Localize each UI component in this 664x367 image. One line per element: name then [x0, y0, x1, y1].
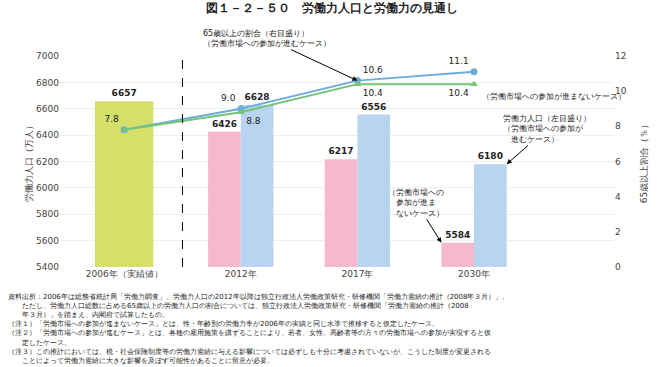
- svg-text:12: 12: [615, 51, 626, 61]
- svg-text:6000: 6000: [36, 183, 59, 193]
- svg-text:7.8: 7.8: [104, 114, 119, 124]
- svg-text:6628: 6628: [245, 92, 270, 102]
- svg-text:10.6: 10.6: [363, 65, 383, 75]
- svg-text:5584: 5584: [445, 230, 470, 240]
- svg-text:10.4: 10.4: [449, 88, 469, 98]
- svg-text:図１－２－５０ 労働力人口と労働力の見通し: 図１－２－５０ 労働力人口と労働力の見通し: [206, 1, 458, 15]
- svg-text:労働力人口（万人）: 労働力人口（万人）: [24, 121, 34, 202]
- svg-text:65歳以上割合（％）: 65歳以上割合（％）: [639, 120, 649, 203]
- svg-text:6600: 6600: [36, 104, 59, 114]
- svg-text:2030年: 2030年: [458, 269, 490, 279]
- svg-text:6426: 6426: [212, 119, 237, 129]
- svg-text:6: 6: [615, 157, 621, 167]
- svg-text:（労働市場への参加が進まないケース）: （労働市場への参加が進まないケース）: [482, 92, 626, 101]
- svg-text:2006年（実績値）: 2006年（実績値）: [86, 269, 163, 279]
- svg-text:（労働市場への 参加が進ま ないケース）: （労働市場への 参加が進ま ないケース）: [388, 188, 444, 218]
- svg-text:6400: 6400: [36, 130, 59, 140]
- svg-text:労働力人口（左目盛り）（労働市場への参加が 進むケース）: 労働力人口（左目盛り）（労働市場への参加が 進むケース）: [503, 114, 591, 144]
- svg-text:6200: 6200: [36, 157, 59, 167]
- svg-text:0: 0: [615, 262, 621, 272]
- svg-text:8.8: 8.8: [246, 116, 261, 126]
- svg-text:9.0: 9.0: [221, 93, 236, 103]
- svg-text:6217: 6217: [329, 146, 354, 156]
- svg-text:6800: 6800: [36, 78, 59, 88]
- svg-text:11.1: 11.1: [449, 56, 469, 66]
- svg-text:2017年: 2017年: [341, 269, 373, 279]
- svg-text:6556: 6556: [361, 102, 386, 112]
- svg-text:4: 4: [615, 192, 621, 202]
- svg-text:2012年: 2012年: [225, 269, 257, 279]
- svg-text:2: 2: [615, 227, 621, 237]
- svg-text:資料出所：2006年は総務省統計局「労働力調査」、労働力人口: 資料出所：2006年は総務省統計局「労働力調査」、労働力人口の2012年以降は独…: [8, 293, 509, 365]
- svg-text:10.4: 10.4: [363, 88, 383, 98]
- svg-text:6180: 6180: [478, 151, 503, 161]
- svg-text:10: 10: [615, 86, 627, 96]
- svg-text:65歳以上の割合（右目盛り）（労働市場への参加が進むケース）: 65歳以上の割合（右目盛り）（労働市場への参加が進むケース）: [203, 29, 331, 48]
- svg-text:6657: 6657: [112, 88, 137, 98]
- svg-text:5400: 5400: [36, 262, 59, 272]
- svg-text:8: 8: [615, 121, 621, 131]
- svg-text:5800: 5800: [36, 209, 59, 219]
- svg-text:5600: 5600: [36, 236, 59, 246]
- svg-text:7000: 7000: [36, 51, 59, 61]
